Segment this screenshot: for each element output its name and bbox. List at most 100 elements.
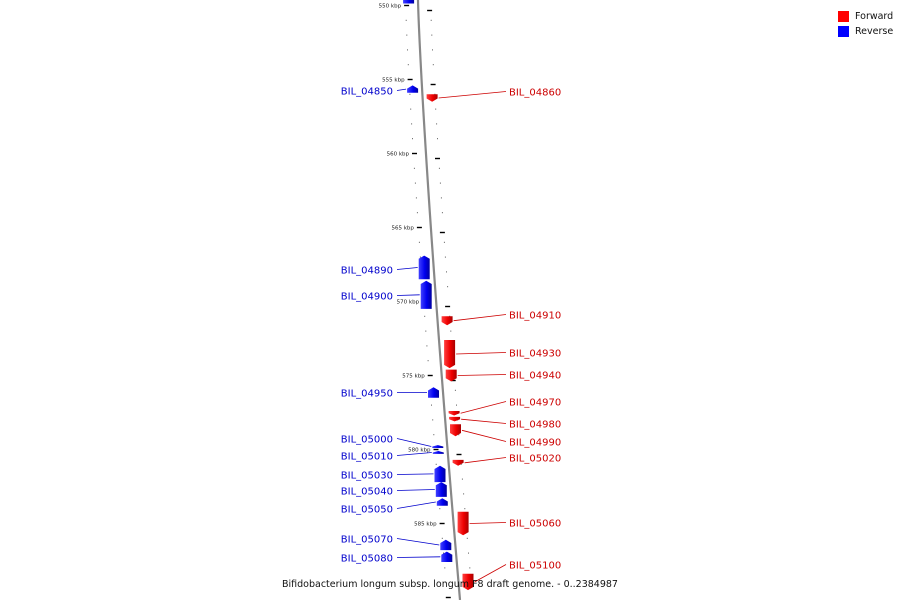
gene-feature — [452, 459, 464, 466]
tick-label: 550 kbp — [379, 4, 402, 10]
minor-tick — [432, 419, 434, 421]
gene-connector — [461, 418, 507, 424]
tick-label: 560 kbp — [387, 152, 410, 158]
gene-label: BIL_05010 — [341, 452, 393, 463]
minor-tick — [415, 197, 417, 199]
gene-feature — [462, 573, 474, 591]
gene-label: BIL_04860 — [509, 88, 561, 99]
minor-tick — [466, 537, 468, 539]
minor-tick — [405, 19, 407, 21]
tick-label: 555 kbp — [382, 78, 405, 84]
minor-tick — [464, 508, 466, 510]
gene-feature — [426, 94, 438, 102]
gene-feature — [441, 316, 453, 326]
minor-tick — [440, 197, 442, 199]
minor-tick — [456, 404, 457, 406]
minor-tick — [441, 537, 443, 539]
gene-feature — [441, 551, 453, 562]
minor-tick — [432, 49, 433, 51]
gene-label: BIL_04990 — [509, 438, 561, 449]
gene-label: BIL_04940 — [509, 371, 561, 382]
tick-label: 565 kbp — [391, 226, 414, 232]
gene-connector — [453, 314, 507, 322]
minor-tick — [407, 49, 408, 51]
minor-tick — [443, 241, 445, 243]
gene-feature — [407, 85, 419, 93]
minor-tick — [427, 360, 429, 362]
minor-tick — [461, 478, 463, 480]
minor-tick — [412, 138, 413, 140]
legend-item-forward: Forward — [838, 9, 893, 24]
gene-label: BIL_04890 — [341, 266, 393, 277]
gene-connector — [396, 538, 440, 546]
gene-label: BIL_04950 — [341, 389, 393, 400]
gene-feature — [457, 511, 469, 536]
legend: Forward Reverse — [838, 9, 893, 39]
minor-tick — [433, 434, 435, 436]
minor-tick — [435, 463, 437, 465]
minor-tick — [418, 241, 420, 243]
minor-tick — [424, 315, 426, 317]
minor-tick — [411, 123, 413, 125]
minor-tick — [443, 552, 444, 554]
gene-feature — [444, 340, 456, 369]
minor-tick — [469, 567, 471, 569]
gene-connector — [396, 294, 420, 296]
gene-connector — [438, 91, 507, 99]
ruler-ticks: 550 kbp 555 kbp 560 kbp 565 kbp 570 kbp 575 k… — [379, 4, 472, 599]
minor-tick — [447, 286, 449, 288]
minor-tick — [438, 167, 440, 169]
gene-label: BIL_05100 — [509, 561, 561, 572]
minor-tick — [444, 256, 446, 258]
gene-label: BIL_04900 — [341, 292, 393, 303]
minor-tick — [436, 123, 438, 125]
gene-label: BIL_04910 — [509, 311, 561, 322]
minor-tick — [460, 463, 462, 465]
gene-label: BIL_04930 — [509, 349, 561, 360]
gene-label: BIL_05070 — [341, 535, 393, 546]
minor-tick — [407, 64, 409, 66]
gene-label: BIL_04970 — [509, 398, 561, 409]
gene-label: BIL_05080 — [341, 554, 393, 565]
gene-connector — [457, 374, 507, 376]
gene-connector — [461, 429, 507, 442]
gene-connector — [396, 452, 432, 456]
map-caption: Bifidobacterium longum subsp. longum F8 … — [282, 579, 618, 590]
legend-item-reverse: Reverse — [838, 24, 893, 39]
gene-connector — [396, 267, 418, 270]
minor-tick — [416, 212, 418, 214]
minor-tick — [441, 212, 443, 214]
genome-backbone — [416, 0, 462, 600]
gene-connector — [396, 489, 435, 491]
gene-feature — [440, 539, 452, 551]
gene-connector — [474, 564, 507, 583]
gene-connector — [464, 457, 507, 464]
gene-feature — [448, 411, 460, 416]
minor-tick — [468, 552, 469, 554]
minor-tick — [425, 330, 427, 332]
gene-connector — [396, 88, 407, 91]
minor-tick — [414, 182, 416, 184]
minor-tick — [458, 434, 460, 436]
minor-tick — [431, 34, 433, 36]
gene-feature — [418, 255, 430, 280]
minor-tick — [454, 389, 456, 391]
legend-label-reverse: Reverse — [855, 26, 894, 37]
gene-feature — [432, 451, 444, 454]
minor-tick — [409, 93, 411, 95]
gene-feature — [449, 416, 461, 422]
gene-label: BIL_05000 — [341, 435, 393, 446]
gene-feature — [403, 0, 415, 4]
gene-feature — [434, 465, 446, 483]
gene-connector — [396, 556, 441, 558]
minor-tick — [419, 256, 421, 258]
tick-label: 585 kbp — [414, 522, 437, 528]
gene-connector — [396, 501, 436, 509]
minor-tick — [413, 167, 415, 169]
forward-swatch — [838, 11, 849, 22]
minor-tick — [463, 493, 465, 495]
gene-feature — [428, 387, 439, 398]
tick-label: 580 kbp — [408, 448, 431, 454]
minor-tick — [406, 34, 408, 36]
gene-label: BIL_05050 — [341, 505, 393, 516]
